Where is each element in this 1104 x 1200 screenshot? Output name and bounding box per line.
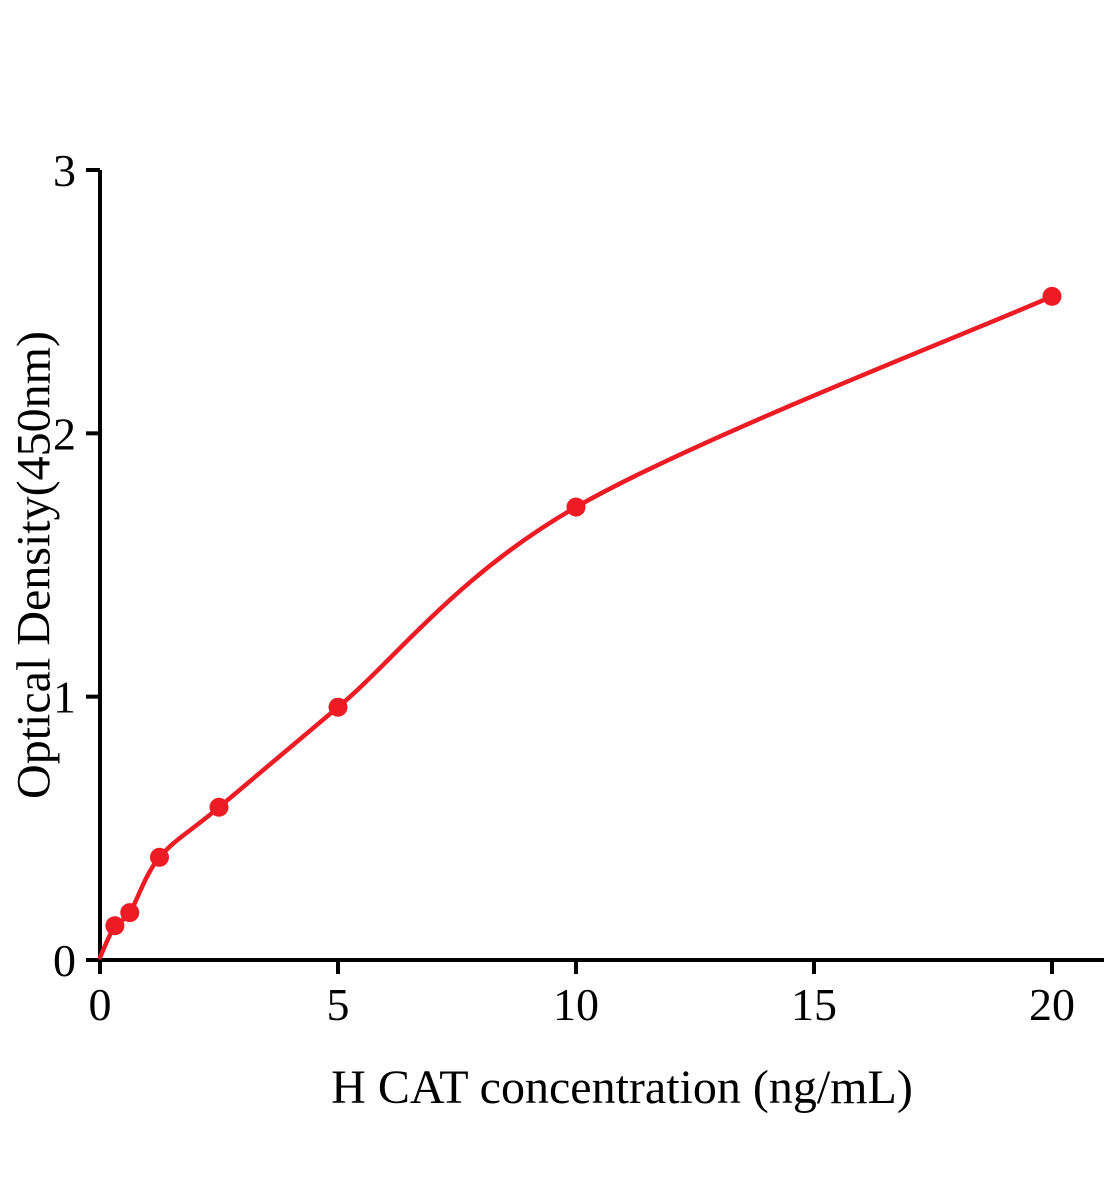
data-point [150, 847, 169, 867]
data-point [105, 916, 125, 936]
x-tick-label: 10 [553, 979, 599, 1030]
y-axis-title: Optical Density(450nm) [7, 331, 61, 799]
data-point [566, 497, 586, 517]
fitted-curve [97, 294, 1055, 960]
x-axis-title: H CAT concentration (ng/mL) [331, 1061, 913, 1114]
x-tick-label: 5 [327, 979, 350, 1030]
x-tick-label: 0 [89, 979, 112, 1030]
data-point [120, 903, 140, 923]
x-tick-label: 15 [791, 979, 837, 1030]
data-point [328, 697, 348, 717]
y-tick-label: 3 [53, 145, 76, 196]
x-tick-label: 20 [1029, 979, 1075, 1030]
y-tick-label: 1 [53, 672, 76, 723]
y-tick-label: 0 [53, 935, 76, 986]
data-point [1042, 286, 1062, 306]
data-point [209, 797, 229, 817]
y-tick-label: 2 [53, 408, 76, 459]
